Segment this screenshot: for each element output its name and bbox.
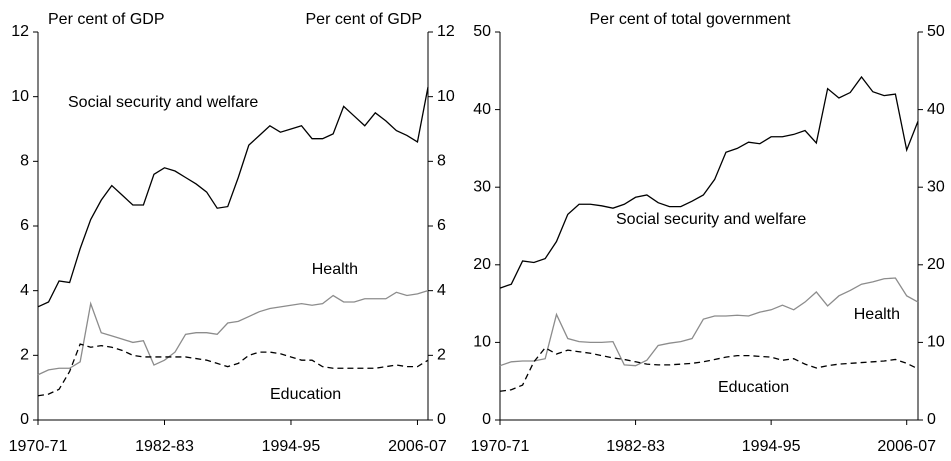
series-line — [37, 86, 429, 308]
y-tick-label: 4 — [20, 282, 29, 299]
y2-tick-label: 4 — [437, 282, 446, 299]
x-tick-label: 1994-95 — [742, 438, 801, 455]
series-label: Education — [718, 379, 789, 396]
x-tick-label: 1970-71 — [9, 438, 68, 455]
y2-tick-label: 2 — [437, 347, 446, 364]
y2-tick-label: 10 — [927, 334, 945, 351]
x-tick-label: 2006-07 — [877, 438, 936, 455]
x-tick-label: 1982-83 — [606, 438, 665, 455]
series-label: Education — [270, 386, 341, 403]
y2-tick-label: 50 — [927, 23, 945, 40]
series-line — [499, 75, 919, 289]
series-line — [499, 346, 919, 392]
y2-tick-label: 6 — [437, 217, 446, 234]
y-tick-label: 40 — [473, 101, 491, 118]
x-tick-label: 1994-95 — [262, 438, 321, 455]
series-label: Health — [312, 261, 358, 278]
y2-tick-label: 8 — [437, 153, 446, 170]
y-axis-label: Per cent of GDP — [48, 11, 165, 28]
y-tick-label: 0 — [482, 411, 491, 428]
y2-tick-label: 0 — [437, 411, 446, 428]
y-tick-label: 20 — [473, 256, 491, 273]
y-tick-label: 10 — [473, 334, 491, 351]
series-label: Social security and welfare — [68, 94, 258, 111]
series-label: Health — [854, 306, 900, 323]
y2-axis-label: Per cent of GDP — [306, 11, 423, 28]
x-tick-label: 1970-71 — [471, 438, 530, 455]
x-tick-label: 2006-07 — [388, 438, 447, 455]
y2-tick-label: 12 — [437, 23, 455, 40]
y2-tick-label: 10 — [437, 88, 455, 105]
y-tick-label: 50 — [473, 23, 491, 40]
y2-tick-label: 0 — [927, 411, 936, 428]
y-tick-label: 30 — [473, 178, 491, 195]
y-tick-label: 8 — [20, 153, 29, 170]
series-line — [499, 277, 919, 367]
series-line — [37, 343, 429, 397]
series-label: Social security and welfare — [616, 211, 806, 228]
y2-tick-label: 20 — [927, 256, 945, 273]
y-tick-label: 10 — [11, 88, 29, 105]
series-line — [37, 290, 429, 376]
chart-title: Per cent of total government — [590, 11, 792, 28]
y-tick-label: 0 — [20, 411, 29, 428]
y-tick-label: 2 — [20, 347, 29, 364]
y-tick-label: 6 — [20, 217, 29, 234]
y2-tick-label: 40 — [927, 101, 945, 118]
x-tick-label: 1982-83 — [135, 438, 194, 455]
y2-tick-label: 30 — [927, 178, 945, 195]
y-tick-label: 12 — [11, 23, 29, 40]
